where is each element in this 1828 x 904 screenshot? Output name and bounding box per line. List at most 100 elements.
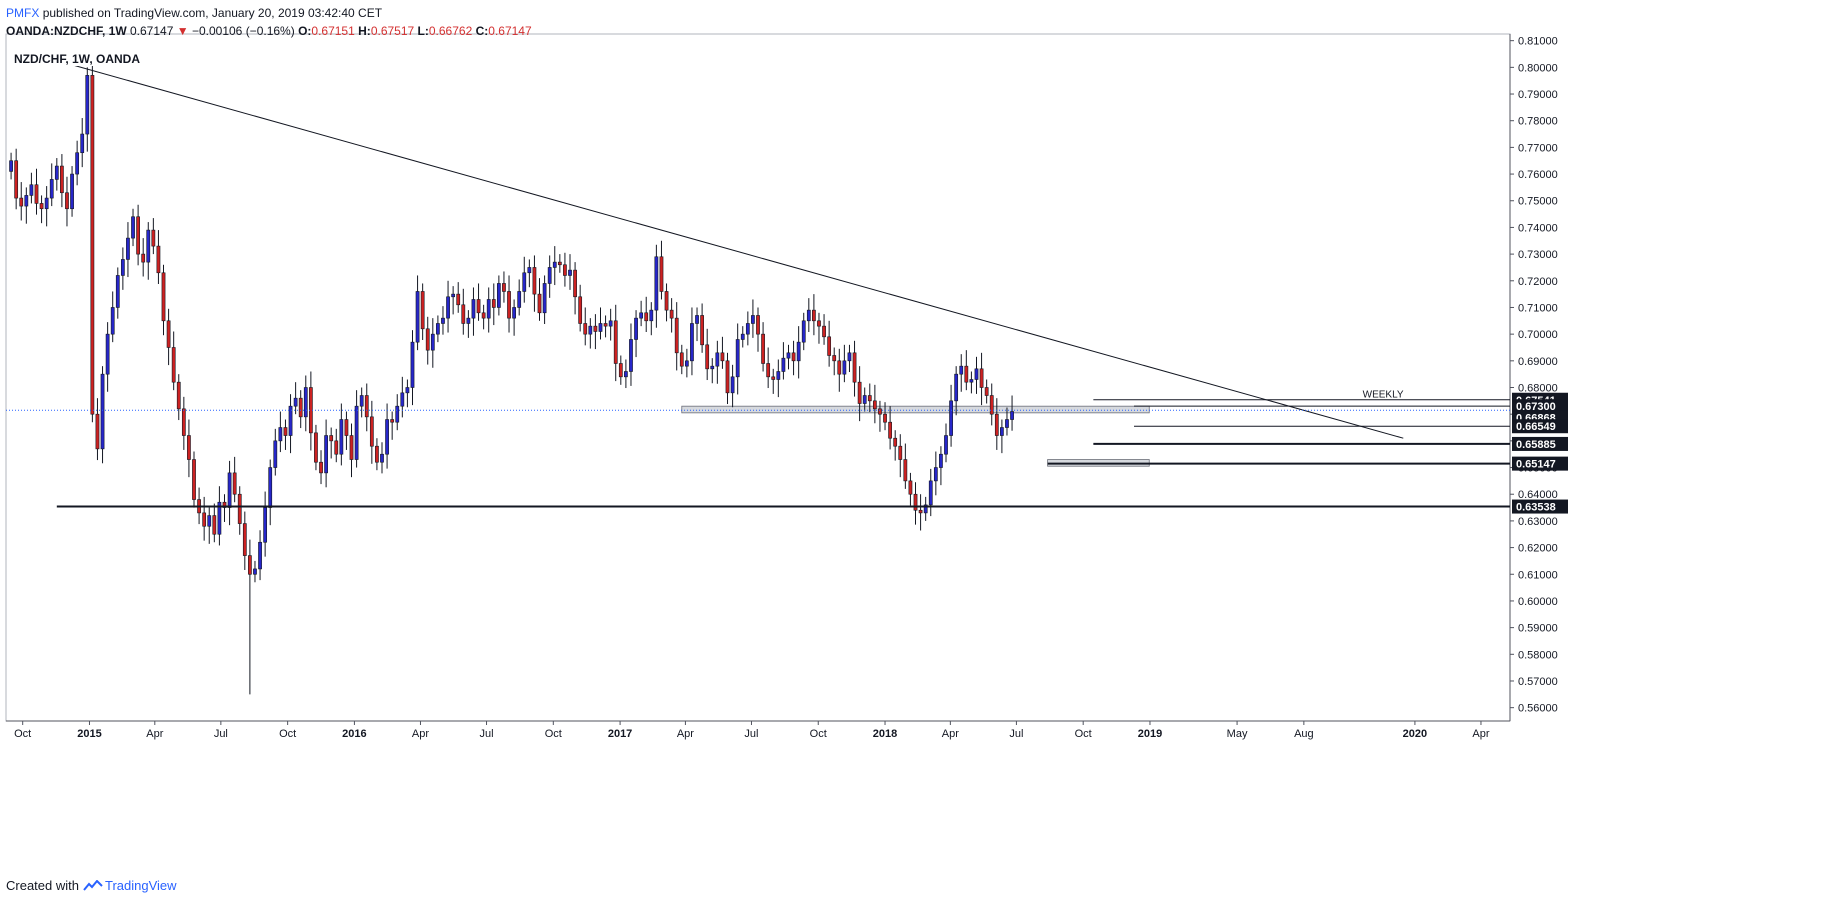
candle-body bbox=[690, 323, 694, 362]
candle-body bbox=[842, 360, 847, 375]
candle-body bbox=[146, 229, 151, 263]
candle-body bbox=[39, 203, 44, 210]
candle-body bbox=[400, 392, 405, 407]
candle-body bbox=[207, 515, 212, 527]
candle-body bbox=[796, 341, 801, 362]
candle-body bbox=[883, 413, 887, 423]
candle-body bbox=[705, 344, 710, 370]
candle-body bbox=[95, 413, 100, 450]
candle-body bbox=[268, 467, 273, 508]
candle-body bbox=[552, 261, 557, 268]
candle-body bbox=[100, 373, 105, 450]
candle-body bbox=[700, 315, 704, 346]
time-tick-label: 2017 bbox=[608, 728, 632, 740]
candle-body bbox=[385, 419, 389, 455]
price-tick-label: 0.75000 bbox=[1518, 196, 1558, 208]
candle-body bbox=[644, 312, 649, 322]
candle-body bbox=[375, 445, 379, 463]
candle-body bbox=[364, 395, 369, 418]
candle-body bbox=[634, 317, 638, 340]
candle-body bbox=[293, 397, 298, 407]
price-label-text: 0.65885 bbox=[1516, 439, 1556, 451]
time-tick-label: Apr bbox=[677, 728, 694, 740]
time-tick-label: Oct bbox=[14, 728, 31, 740]
time-tick-label: Apr bbox=[146, 728, 163, 740]
candle-body bbox=[278, 427, 283, 442]
candle-body bbox=[512, 307, 516, 319]
tradingview-icon bbox=[83, 879, 103, 891]
candle-body bbox=[466, 317, 471, 324]
candle-body bbox=[451, 293, 456, 298]
time-tick-label: 2020 bbox=[1403, 728, 1427, 740]
candle-body bbox=[613, 320, 618, 364]
candle-body bbox=[29, 184, 34, 196]
candle-body bbox=[710, 365, 715, 370]
candle-body bbox=[136, 216, 140, 255]
candle-body bbox=[131, 216, 135, 239]
candle-body bbox=[263, 507, 268, 543]
candle-body bbox=[812, 309, 816, 322]
time-tick-label: 2018 bbox=[873, 728, 897, 740]
candle-body bbox=[664, 291, 669, 311]
candle-body bbox=[476, 299, 481, 314]
time-tick-label: Jul bbox=[744, 728, 758, 740]
candle-body bbox=[151, 229, 156, 247]
candle-body bbox=[827, 336, 832, 356]
time-tick-label: Oct bbox=[545, 728, 562, 740]
candle-body bbox=[298, 397, 303, 418]
candle-body bbox=[105, 333, 110, 375]
candle-body bbox=[649, 309, 654, 322]
candle-body bbox=[939, 453, 943, 468]
candle-body bbox=[502, 283, 506, 292]
candle-body bbox=[944, 435, 948, 455]
candle-body bbox=[19, 197, 24, 207]
support-zone bbox=[681, 405, 1150, 414]
candle-body bbox=[578, 296, 583, 324]
candle-body bbox=[608, 320, 613, 327]
candle-body bbox=[324, 435, 328, 474]
candle-body bbox=[70, 173, 74, 210]
price-tick-label: 0.76000 bbox=[1518, 169, 1558, 181]
candle-body bbox=[720, 352, 725, 362]
tradingview-logo[interactable]: TradingView bbox=[83, 878, 177, 893]
candle-body bbox=[832, 355, 837, 362]
candle-body bbox=[781, 357, 786, 372]
price-tick-label: 0.81000 bbox=[1518, 36, 1558, 48]
price-tick-label: 0.74000 bbox=[1518, 222, 1558, 234]
time-tick-label: Apr bbox=[942, 728, 959, 740]
price-label-box bbox=[1512, 419, 1568, 434]
candle-body bbox=[964, 365, 969, 383]
price-tick-label: 0.79000 bbox=[1518, 89, 1558, 101]
candle-body bbox=[410, 341, 415, 388]
down-arrow-icon: ▼ bbox=[176, 24, 189, 38]
candle-body bbox=[624, 371, 628, 378]
price-tick-label: 0.78000 bbox=[1518, 116, 1558, 128]
candle-body bbox=[507, 291, 511, 319]
price-tick-label: 0.70000 bbox=[1518, 329, 1558, 341]
high-label: H: bbox=[358, 24, 371, 38]
price-label-text: 0.66549 bbox=[1516, 421, 1556, 433]
candle-body bbox=[1005, 419, 1009, 428]
candle-body bbox=[14, 160, 19, 199]
price-label-text: 0.63538 bbox=[1516, 502, 1556, 514]
candle-body bbox=[715, 352, 720, 367]
candle-body bbox=[852, 352, 857, 383]
price-label-box bbox=[1512, 456, 1568, 471]
candle-body bbox=[918, 509, 923, 514]
candle-body bbox=[329, 435, 334, 442]
candle-body bbox=[120, 259, 125, 276]
price-tick-label: 0.69000 bbox=[1518, 356, 1558, 368]
candle-body bbox=[481, 312, 486, 319]
candle-body bbox=[420, 291, 425, 330]
candle-body bbox=[24, 195, 29, 207]
candle-body bbox=[959, 365, 964, 375]
publisher-name[interactable]: PMFX bbox=[6, 6, 40, 20]
candle-body bbox=[390, 419, 395, 423]
candle-body bbox=[684, 360, 689, 367]
candle-body bbox=[303, 387, 308, 418]
candle-body bbox=[954, 373, 959, 402]
candle-body bbox=[817, 320, 821, 327]
candle-body bbox=[126, 237, 130, 260]
candle-body bbox=[471, 299, 476, 319]
